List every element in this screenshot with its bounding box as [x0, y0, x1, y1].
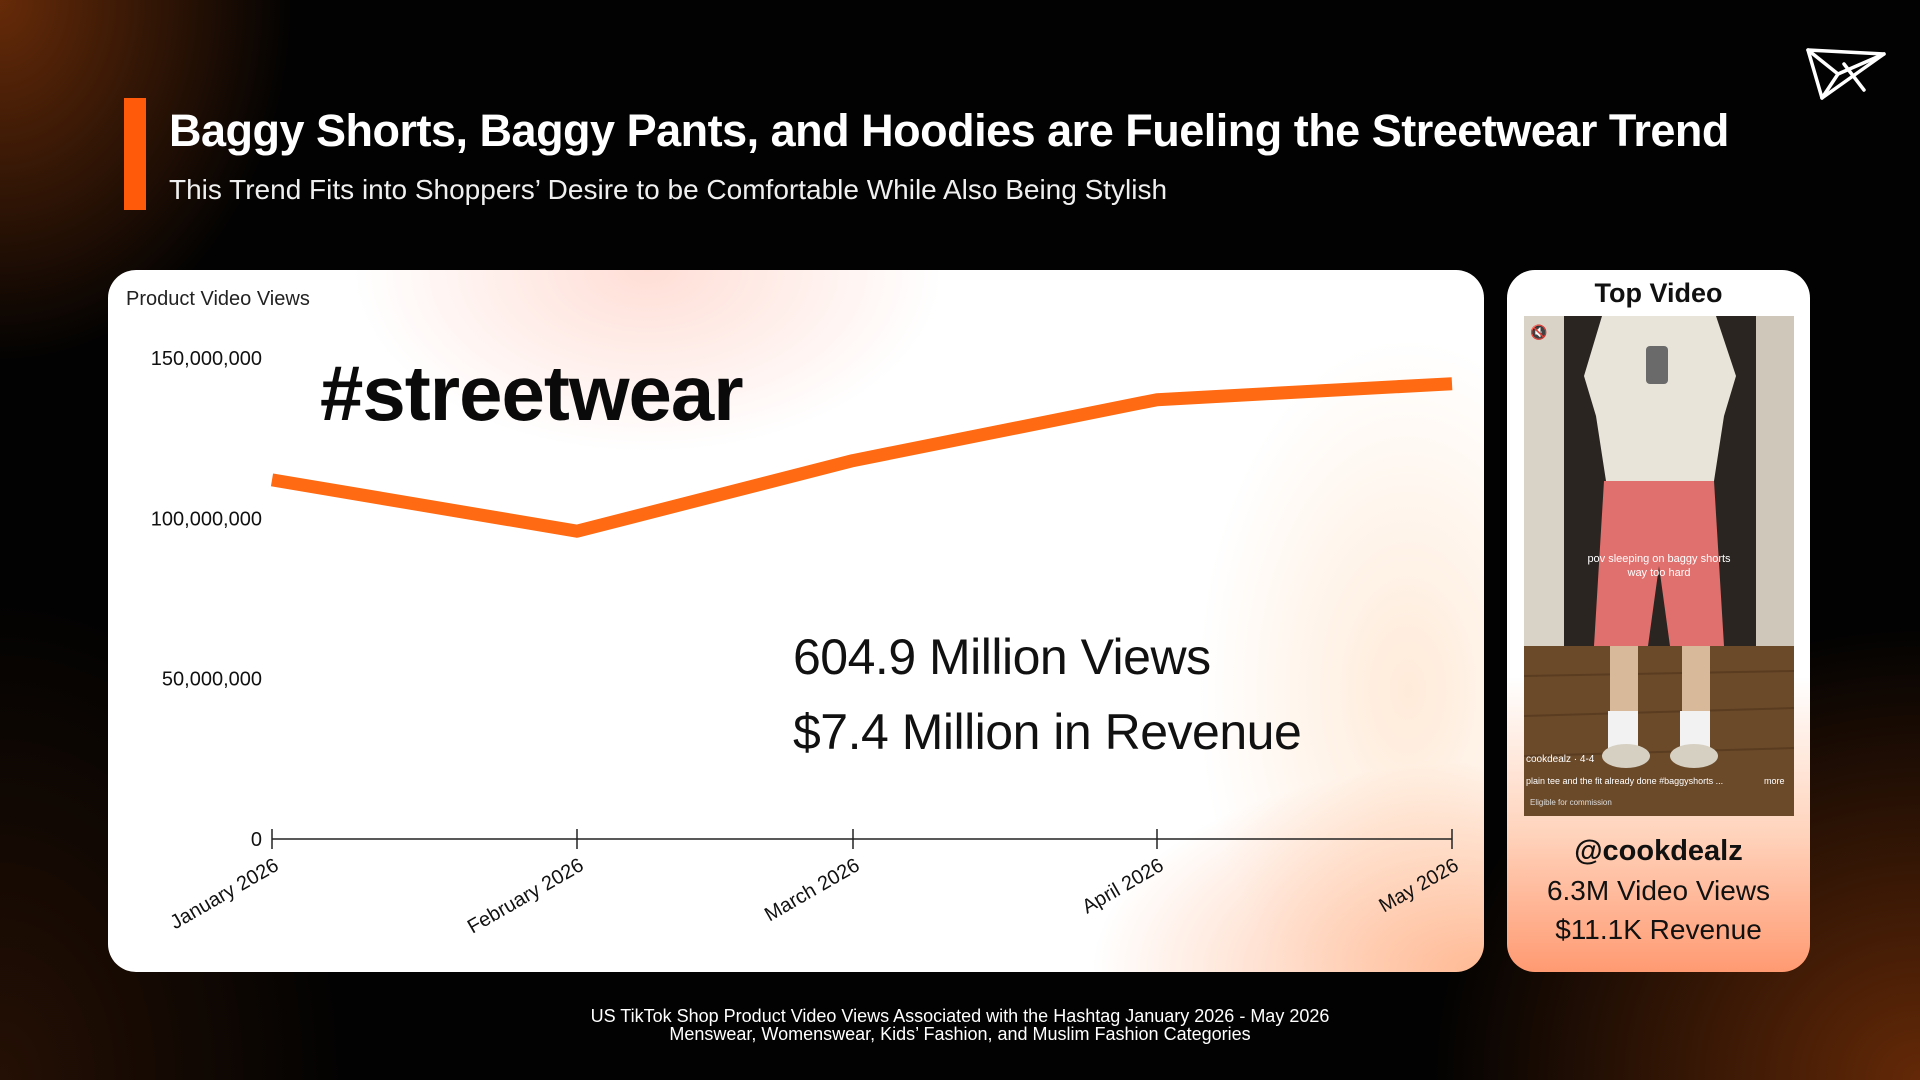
video-caption-line: way too hard [1627, 567, 1691, 579]
total-views-stat: 604.9 Million Views [793, 629, 1211, 685]
mute-icon[interactable]: 🔇 [1530, 324, 1548, 340]
video-overlay-user: cookdealz · 4-4 [1526, 754, 1595, 765]
line-chart: 0 50,000,000 100,000,000 150,000,000 January… [151, 348, 1463, 938]
y-tick-label: 100,000,000 [151, 508, 262, 530]
x-tick-label: January 2026 [167, 854, 283, 934]
x-tick-label: May 2026 [1375, 854, 1462, 917]
x-tick-label: February 2026 [464, 854, 588, 938]
series-line [270, 377, 1453, 538]
hashtag-annotation: #streetwear [320, 349, 744, 437]
top-video-title: Top Video [1594, 278, 1723, 308]
y-tick-label: 0 [251, 829, 262, 851]
views-chart-card: Product Video Views 0 50,000,000 100,000,0… [108, 270, 1484, 972]
video-overlay-description: plain tee and the fit already done #bagg… [1526, 776, 1724, 786]
title-accent-bar [124, 98, 146, 210]
video-caption-line: pov sleeping on baggy shorts [1587, 553, 1731, 565]
paper-plane-bird-icon [1806, 48, 1886, 100]
video-thumbnail[interactable]: 🔇 pov sleeping on baggy shorts way too h… [1524, 316, 1794, 816]
y-axis-label: Product Video Views [126, 288, 310, 310]
creator-handle[interactable]: @cookdealz [1574, 835, 1743, 867]
page-title: Baggy Shorts, Baggy Pants, and Hoodies a… [169, 105, 1729, 156]
footnote-line: Menswear, Womenswear, Kids’ Fashion, and… [669, 1024, 1251, 1044]
top-video-revenue: $11.1K Revenue [1555, 914, 1762, 945]
video-eligible-label: Eligible for commission [1530, 798, 1612, 807]
video-frame-illustration [1524, 316, 1794, 816]
total-revenue-stat: $7.4 Million in Revenue [793, 704, 1302, 760]
page-subtitle: This Trend Fits into Shoppers’ Desire to… [169, 174, 1168, 205]
video-caption: pov sleeping on baggy shorts way too har… [1524, 552, 1794, 580]
footnote-line: US TikTok Shop Product Video Views Assoc… [590, 1006, 1330, 1026]
top-video-views: 6.3M Video Views [1546, 875, 1771, 906]
x-tick-label: March 2026 [761, 854, 863, 926]
y-tick-label: 50,000,000 [162, 669, 262, 691]
top-video-card: Top Video 🔇 pov sleeping on baggy shorts… [1507, 270, 1810, 972]
x-tick-label: April 2026 [1079, 854, 1168, 918]
video-more-link[interactable]: more [1764, 776, 1785, 786]
y-tick-label: 150,000,000 [151, 348, 262, 370]
